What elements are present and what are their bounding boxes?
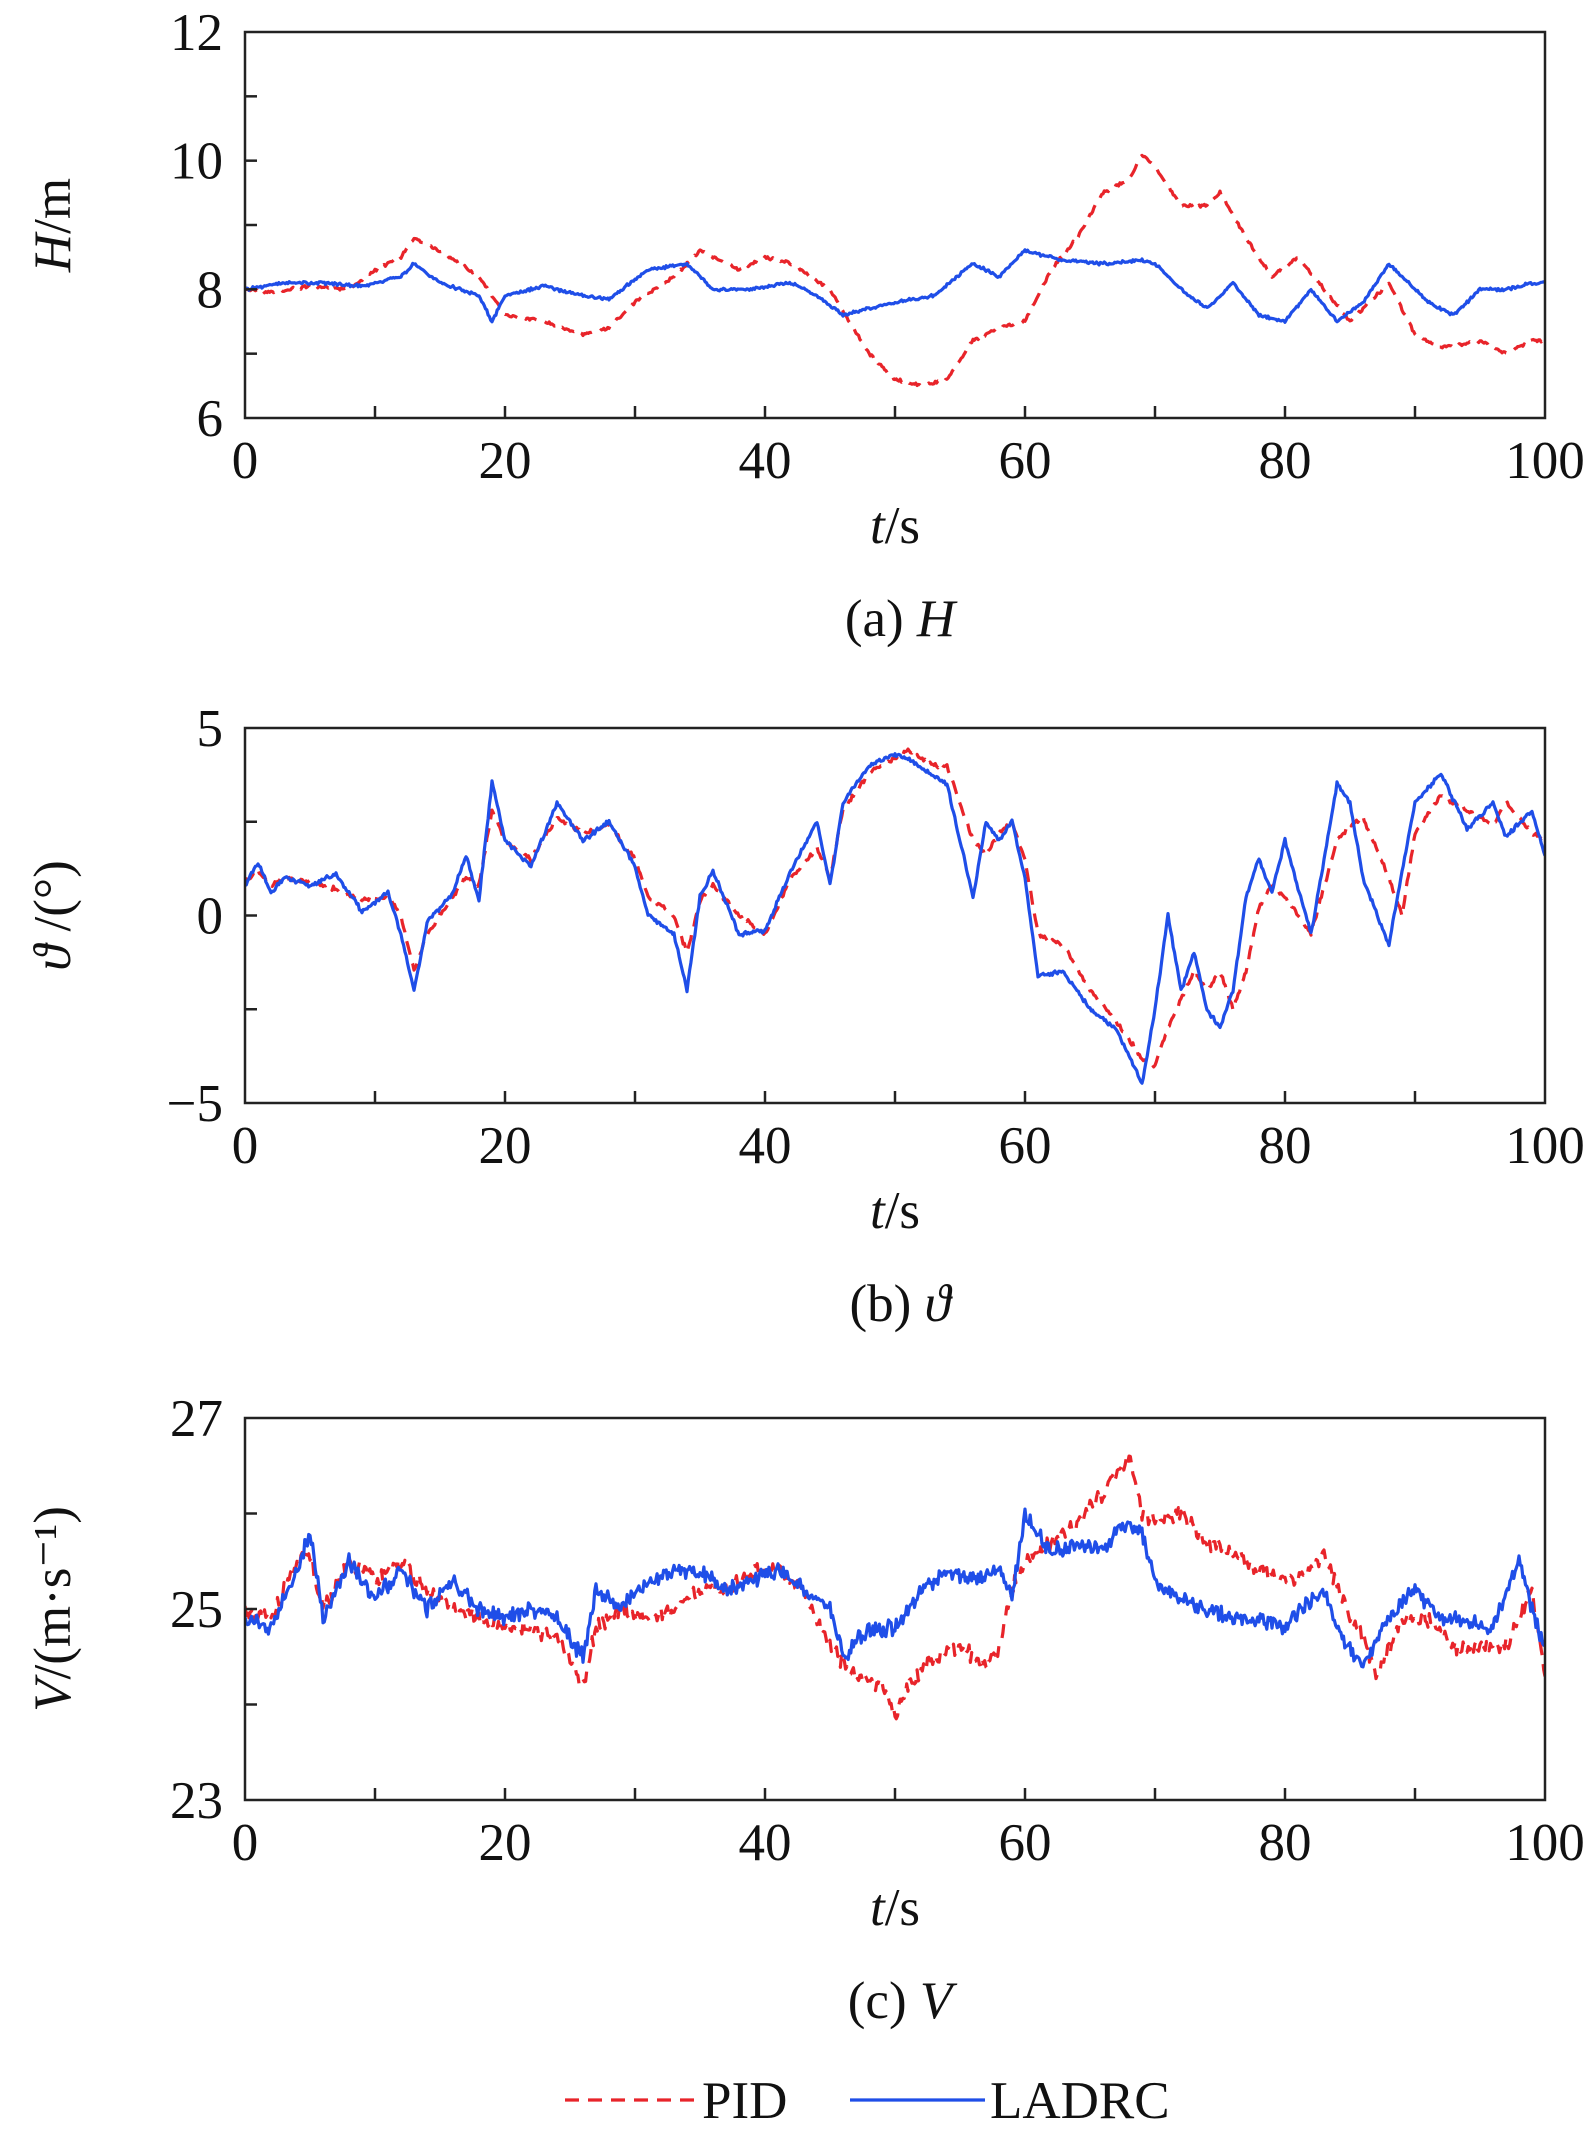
y-tick-label-H: 10	[170, 133, 223, 191]
y-tick-label-V: 25	[170, 1581, 223, 1639]
x-tick-label-V: 0	[232, 1814, 259, 1872]
y-tick-label-theta: 5	[197, 700, 224, 758]
x-tick-label-theta: 0	[232, 1117, 259, 1175]
y-tick-label-H: 6	[197, 390, 224, 448]
series-ladrc-H	[245, 248, 1545, 324]
x-tick-label-V: 20	[479, 1814, 532, 1872]
x-tick-label-V: 60	[999, 1814, 1052, 1872]
y-tick-label-H: 8	[197, 261, 224, 319]
x-axis-label-H: t/s	[870, 497, 920, 555]
caption-V: (c) V	[848, 1972, 958, 2030]
x-tick-label-theta: 60	[999, 1117, 1052, 1175]
series-ladrc-V	[245, 1507, 1545, 1669]
y-tick-label-H: 12	[170, 4, 223, 62]
legend-pid-label: PID	[702, 2072, 787, 2130]
x-tick-label-V: 100	[1505, 1814, 1585, 1872]
y-tick-label-V: 27	[170, 1390, 223, 1448]
series-pid-theta	[245, 747, 1545, 1069]
legend: PID LADRC	[565, 2072, 1170, 2130]
chart-H: 0 20 40 60 80 100 6 8 10 12 t/s H/m (a) H	[24, 4, 1585, 648]
y-tick-label-V: 23	[170, 1772, 223, 1830]
x-tick-label-H: 80	[1259, 432, 1312, 490]
x-tick-label-theta: 100	[1505, 1117, 1585, 1175]
charts: 0 20 40 60 80 100 6 8 10 12 t/s H/m (a) H 0 20 40 60 80 10…	[24, 4, 1585, 2030]
x-tick-label-theta: 80	[1259, 1117, 1312, 1175]
x-tick-label-theta: 20	[479, 1117, 532, 1175]
x-tick-label-H: 60	[999, 432, 1052, 490]
x-tick-label-H: 20	[479, 432, 532, 490]
caption-H: (a) H	[845, 590, 958, 648]
x-tick-label-V: 80	[1259, 1814, 1312, 1872]
y-axis-label-H: H/m	[24, 178, 82, 273]
y-axis-label-theta: ϑ /(°)	[24, 860, 82, 970]
series-pid-H	[245, 153, 1545, 388]
x-tick-label-theta: 40	[739, 1117, 792, 1175]
x-axis-label-V: t/s	[870, 1879, 920, 1937]
x-tick-label-H: 100	[1505, 432, 1585, 490]
y-tick-label-theta: −5	[167, 1075, 223, 1133]
series-pid-V	[245, 1454, 1545, 1721]
y-axis-label-V: V/(m·s⁻¹)	[24, 1506, 82, 1712]
x-axis-label-theta: t/s	[870, 1182, 920, 1240]
x-tick-label-H: 0	[232, 432, 259, 490]
legend-ladrc-label: LADRC	[990, 2072, 1170, 2130]
chart-V: 0 20 40 60 80 100 23 25 27 t/s V/(m·s⁻¹) (c) V	[24, 1390, 1585, 2030]
x-tick-label-H: 40	[739, 432, 792, 490]
series-ladrc-theta	[245, 752, 1545, 1085]
y-tick-label-theta: 0	[197, 888, 224, 946]
caption-theta: (b) ϑ	[849, 1275, 953, 1333]
x-tick-label-V: 40	[739, 1814, 792, 1872]
